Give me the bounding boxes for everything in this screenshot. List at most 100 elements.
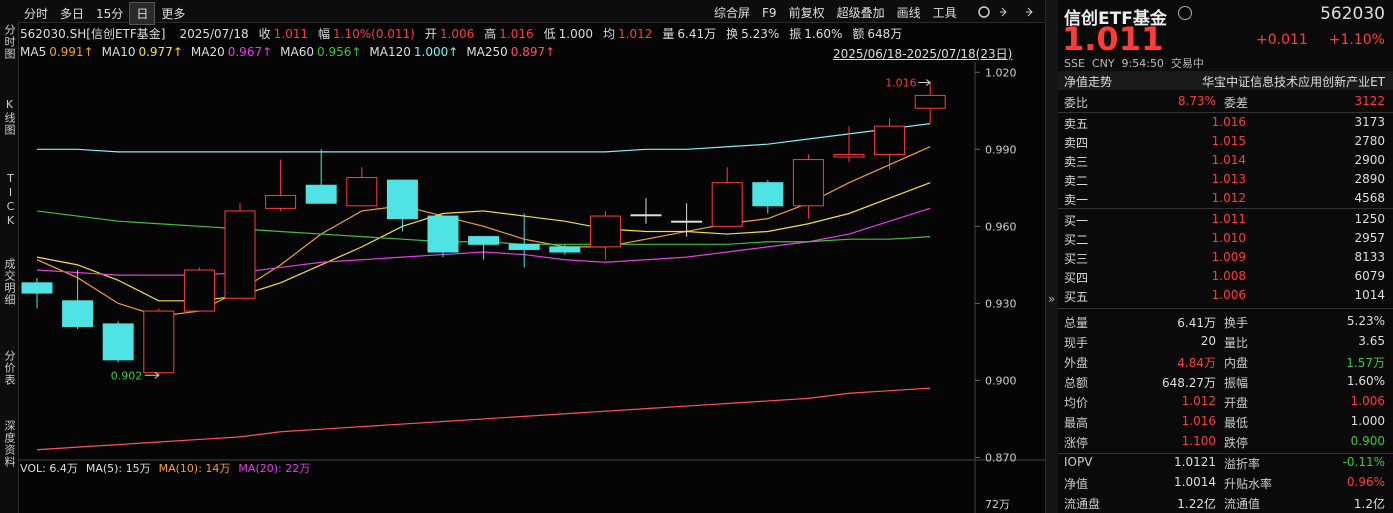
ma-name: MA120 [369, 45, 411, 59]
field-value: 1.006 [439, 27, 475, 41]
field-value: 1.000 [558, 27, 593, 41]
row-label: 委差 [1224, 96, 1249, 110]
tool[interactable]: 工具 [932, 6, 957, 20]
tool[interactable]: 前复权 [788, 6, 825, 20]
date: 2025/07/18 [179, 27, 249, 41]
row-value: 1.22亿 [1177, 497, 1216, 511]
row-label: 均价 [1064, 396, 1089, 410]
book-volume: 2900 [1354, 153, 1385, 167]
candle-body [833, 153, 865, 158]
tab[interactable]: 更多 [161, 7, 186, 21]
book-label: 买五 [1064, 290, 1089, 304]
quote-price: 1.011 [1062, 20, 1164, 58]
row-label: 内盘 [1224, 356, 1249, 370]
row-value: 0.900 [1350, 434, 1385, 448]
row-label: 委比 [1064, 96, 1089, 110]
book-volume: 2890 [1354, 172, 1385, 186]
quote-panel: 信创ETF基金 562030 1.011 +0.011 +1.10% SSE CNY 9:… [1058, 0, 1393, 513]
expand-toggle[interactable]: » [1048, 292, 1056, 306]
field-value: 5.23% [741, 27, 780, 41]
row-value: 1.000 [1350, 414, 1385, 428]
tab[interactable]: 日 [129, 2, 156, 25]
book-price: 1.016 [1211, 115, 1246, 129]
separator [1058, 208, 1393, 209]
field-value: 648万 [867, 27, 903, 41]
info-bar: 562030.SH[信创ETF基金] 2025/07/18 收 1.011 幅 1.10%… [20, 25, 912, 42]
book-price: 1.008 [1211, 269, 1246, 283]
book-price: 1.011 [1211, 212, 1246, 226]
row-value: 1.0121 [1174, 455, 1216, 469]
field-label: 幅 [318, 27, 331, 41]
volume-legend: MA(10): 14万 [159, 462, 231, 475]
separator [1058, 308, 1393, 309]
row-label: 振幅 [1224, 376, 1249, 390]
nav-tab[interactable]: 净值走势 [1064, 75, 1113, 89]
candle-body [265, 195, 297, 209]
field-value: 1.016 [499, 27, 534, 41]
row-label: 涨停 [1064, 436, 1089, 450]
row-value: 1.016 [1181, 414, 1216, 428]
book-label: 买四 [1064, 271, 1089, 285]
candle-body [589, 215, 621, 248]
sidebar-item[interactable]: 分时图 [3, 24, 16, 60]
candle-body [874, 125, 906, 155]
ma-name: MA60 [280, 45, 314, 59]
candle-body [305, 184, 337, 204]
sidebar-item[interactable]: 深度资料 [3, 420, 16, 468]
ma-line [36, 146, 931, 317]
row-label: 最高 [1064, 416, 1089, 430]
row-value: 1.57万 [1346, 356, 1385, 370]
y-tick-label: 0.870 [985, 451, 1017, 464]
candle-body [427, 215, 459, 253]
y-tick-label: 0.930 [985, 297, 1017, 310]
row-value: 0.96% [1346, 475, 1385, 489]
tool[interactable]: F9 [762, 6, 777, 20]
sidebar-item[interactable]: TICK [4, 172, 17, 228]
tool[interactable]: 画线 [896, 6, 921, 20]
ma-name: MA5 [20, 45, 47, 59]
row-value: 5.23% [1346, 314, 1385, 328]
book-volume: 1014 [1354, 288, 1385, 302]
row-label: 开盘 [1224, 396, 1249, 410]
row-label: 净值 [1064, 477, 1089, 491]
candle-body [468, 236, 500, 245]
row-value: 1.100 [1181, 434, 1216, 448]
info-icon[interactable] [1178, 6, 1192, 20]
candle-body [671, 220, 703, 223]
row-label: 最低 [1224, 416, 1249, 430]
candle-body [102, 323, 134, 361]
y-tick-label: 0.900 [985, 374, 1017, 387]
row-label: 现手 [1064, 336, 1089, 350]
tab[interactable]: 多日 [60, 7, 85, 21]
volume-legend: VOL: 6.4万 [20, 462, 78, 475]
candle-body [711, 182, 743, 227]
sidebar-item[interactable]: K线图 [3, 98, 16, 136]
symbol: 562030.SH[信创ETF基金] [20, 27, 166, 41]
tool[interactable]: 综合屏 [714, 6, 751, 20]
field-label: 收 [258, 27, 271, 41]
ma-value: 0.897↑ [510, 45, 556, 59]
row-label: 总额 [1064, 376, 1089, 390]
y-tick-label: 0.990 [985, 143, 1017, 156]
field-value: 6.41万 [677, 27, 717, 41]
row-value: 8.73% [1177, 94, 1216, 108]
book-price: 1.015 [1211, 134, 1246, 148]
candle-body [792, 159, 824, 207]
book-volume: 2957 [1354, 231, 1385, 245]
field-label: 额 [852, 27, 865, 41]
sidebar-item[interactable]: 成交明细 [3, 258, 16, 306]
tab[interactable]: 15分 [96, 7, 124, 21]
low-label: 0.902 [111, 369, 143, 382]
row-label: 换手 [1224, 316, 1249, 330]
toolbar [0, 0, 1045, 23]
tool[interactable]: 超级叠加 [836, 6, 885, 20]
book-label: 买二 [1064, 233, 1089, 247]
ma-value: 0.977↑ [138, 45, 183, 59]
sidebar-item[interactable]: 分价表 [3, 350, 16, 386]
field-label: 振 [789, 27, 802, 41]
field-label: 开 [424, 27, 437, 41]
row-value: 6.41万 [1177, 316, 1216, 330]
row-label: 流通盘 [1064, 497, 1101, 511]
tab[interactable]: 分时 [24, 7, 49, 21]
ma-line [36, 387, 931, 451]
